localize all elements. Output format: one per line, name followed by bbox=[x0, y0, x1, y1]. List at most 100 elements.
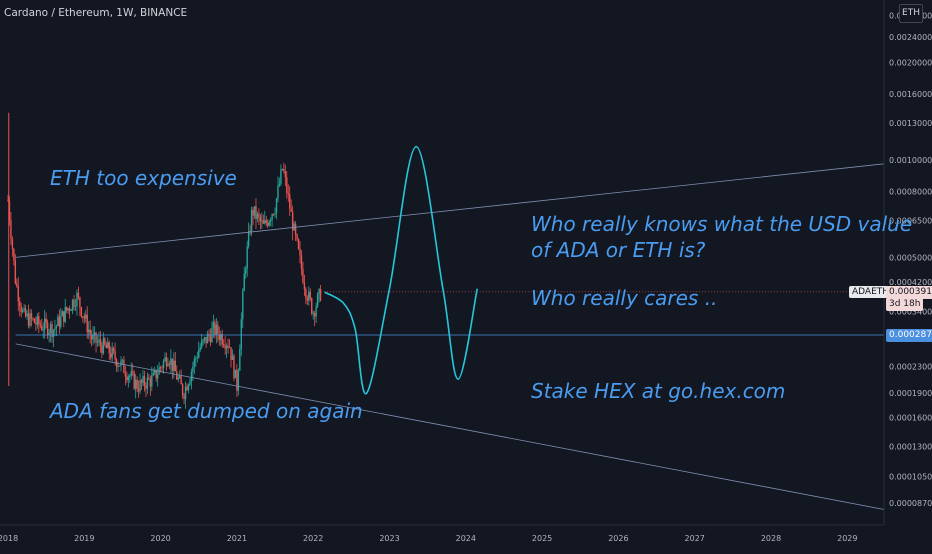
candle-body bbox=[221, 334, 223, 345]
candle-body bbox=[79, 297, 81, 308]
channel-lower-line bbox=[15, 343, 894, 512]
candle-body bbox=[38, 316, 40, 325]
candle-body bbox=[16, 283, 18, 287]
candle-body bbox=[26, 313, 28, 317]
candle-body bbox=[181, 384, 184, 396]
time-tick-label: 2023 bbox=[379, 534, 399, 543]
candle-body bbox=[237, 370, 240, 391]
candle-body bbox=[262, 220, 265, 224]
candle-body bbox=[267, 222, 269, 226]
candle-body bbox=[21, 310, 24, 312]
candle-body bbox=[308, 291, 310, 301]
candle-body bbox=[297, 239, 300, 249]
time-tick-label: 2021 bbox=[227, 534, 247, 543]
candle-body bbox=[300, 255, 303, 269]
candle-body bbox=[230, 347, 232, 360]
candle-body bbox=[286, 177, 288, 193]
candle-body bbox=[83, 316, 85, 319]
candle-body bbox=[99, 339, 102, 346]
candle-body bbox=[246, 246, 248, 269]
candle-body bbox=[13, 248, 15, 261]
candle-body bbox=[51, 324, 53, 338]
candle-body bbox=[82, 316, 84, 318]
price-tick-label: 0.0004200 bbox=[889, 278, 932, 287]
candle-body bbox=[156, 374, 159, 379]
candle-body bbox=[294, 223, 297, 235]
price-tick-label: 0.0000870 bbox=[889, 499, 932, 508]
price-tick-label: 0.0005000 bbox=[889, 253, 932, 262]
candle-body bbox=[214, 322, 216, 335]
candle-body bbox=[74, 306, 77, 307]
candle-body bbox=[73, 299, 75, 307]
candle-body bbox=[65, 307, 68, 311]
candle-body bbox=[77, 292, 80, 298]
candle-body bbox=[98, 339, 100, 342]
support-price-label: 0.0002876 bbox=[886, 329, 932, 342]
candle-body bbox=[316, 294, 319, 307]
candle-body bbox=[196, 357, 198, 359]
candle-body bbox=[305, 289, 307, 299]
candle-body bbox=[290, 208, 292, 212]
candle-body bbox=[126, 376, 128, 381]
candle-body bbox=[54, 328, 56, 330]
time-tick-label: 2018 bbox=[0, 534, 18, 543]
candle-body bbox=[14, 260, 17, 284]
annotation-usd-question-2: of ADA or ETH is? bbox=[531, 238, 706, 262]
channel-upper-line bbox=[15, 162, 894, 258]
candle-body bbox=[186, 386, 188, 391]
price-tick-label: 0.0016000 bbox=[889, 90, 932, 99]
candle-body bbox=[123, 359, 125, 374]
price-axis-bg bbox=[884, 0, 932, 550]
candle-body bbox=[137, 389, 140, 392]
candle-body bbox=[199, 347, 201, 350]
time-tick-label: 2028 bbox=[761, 534, 781, 543]
candle-body bbox=[48, 332, 50, 336]
price-tick-label: 0.0001900 bbox=[889, 389, 932, 398]
candle-body bbox=[95, 332, 97, 343]
candle-body bbox=[104, 338, 106, 345]
candle-body bbox=[102, 338, 105, 354]
price-tick-label: 0.0006500 bbox=[889, 216, 932, 225]
candle-body bbox=[139, 380, 141, 392]
time-tick-label: 2027 bbox=[685, 534, 705, 543]
time-tick-label: 2019 bbox=[74, 534, 94, 543]
candle-body bbox=[52, 329, 55, 338]
currency-badge[interactable]: ETH bbox=[899, 4, 923, 23]
candle-body bbox=[224, 345, 226, 349]
candle-body bbox=[68, 308, 71, 311]
candle-body bbox=[228, 347, 231, 348]
candle-body bbox=[151, 375, 153, 387]
candle-body bbox=[168, 363, 171, 365]
annotation-stake-hex: Stake HEX at go.hex.com bbox=[531, 379, 786, 403]
candle-body bbox=[218, 334, 220, 340]
candle-body bbox=[7, 200, 9, 202]
candle-body bbox=[312, 313, 314, 315]
time-tick-label: 2020 bbox=[150, 534, 170, 543]
candle-body bbox=[46, 322, 49, 336]
candle-body bbox=[118, 365, 121, 367]
candle-body bbox=[195, 358, 197, 360]
candle-body bbox=[24, 308, 27, 317]
candle-body bbox=[274, 213, 276, 215]
candle-body bbox=[23, 308, 25, 311]
candle-body bbox=[43, 318, 46, 330]
candle-body bbox=[92, 334, 94, 340]
candle-body bbox=[19, 301, 21, 307]
candle-body bbox=[159, 367, 162, 369]
candle-body bbox=[178, 376, 181, 378]
candle-body bbox=[309, 291, 311, 299]
candle-body bbox=[167, 363, 169, 367]
candle-body bbox=[303, 282, 306, 290]
price-tick-label: 0.0013000 bbox=[889, 119, 932, 128]
candle-body bbox=[206, 333, 209, 344]
candle-body bbox=[146, 377, 149, 389]
candle-body bbox=[269, 219, 272, 222]
candle-body bbox=[162, 361, 165, 368]
price-axis: 0.00280000.00240000.00200000.00160000.00… bbox=[883, 0, 932, 550]
candle-body bbox=[187, 384, 190, 391]
candle-body bbox=[49, 324, 52, 333]
time-tick-label: 2026 bbox=[608, 534, 628, 543]
price-tick-label: 0.0008000 bbox=[889, 187, 932, 196]
